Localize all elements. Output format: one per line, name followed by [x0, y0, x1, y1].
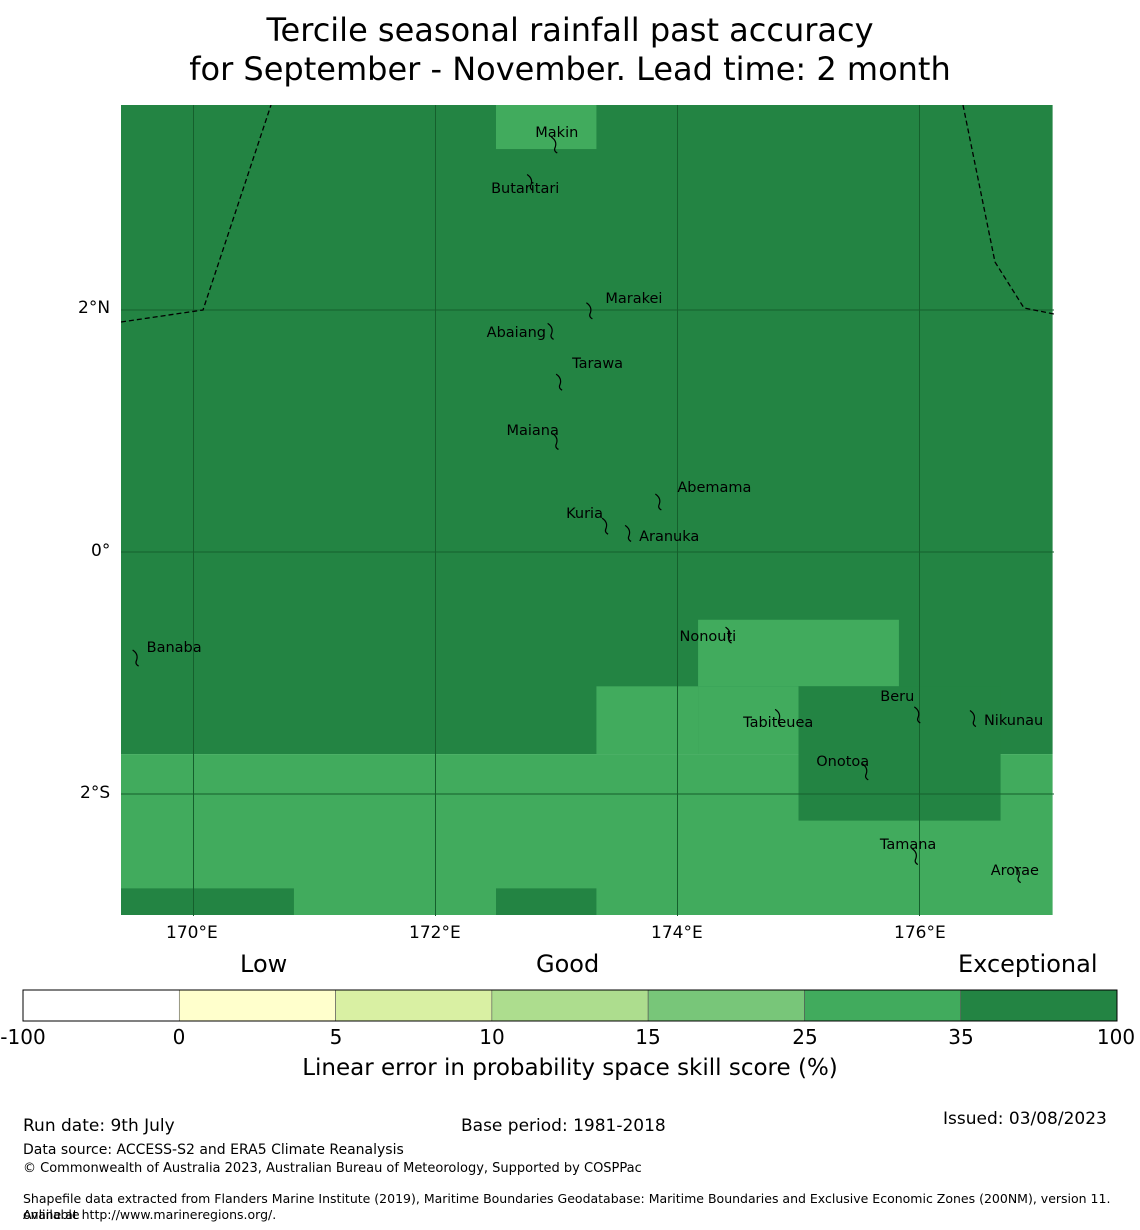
data-source: Data source: ACCESS-S2 and ERA5 Climate … [23, 1142, 404, 1158]
colorbar-segment [960, 989, 1118, 1022]
island-label: Nonouti [679, 629, 737, 646]
colorbar [22, 989, 1118, 1022]
island-outline [655, 493, 662, 511]
run-date: Run date: 9th July [23, 1116, 175, 1136]
island-outline [861, 763, 869, 781]
colorbar-label-good: Good [536, 950, 600, 978]
island-label: Abaiang [486, 325, 546, 342]
lat-label-0: 0° [91, 541, 111, 561]
skill-cell [596, 686, 699, 755]
island-outline [586, 302, 593, 320]
island-label: Butaritari [491, 180, 560, 197]
skill-cell [496, 105, 597, 150]
island-label: Tarawa [572, 356, 624, 373]
colorbar-tick: 15 [635, 1025, 661, 1049]
island-label: Makin [535, 125, 579, 142]
lat-label-2s: 2°S [80, 783, 111, 803]
island-outline [601, 517, 609, 535]
colorbar-label-low: Low [240, 950, 288, 978]
colorbar-segment [178, 989, 336, 1022]
island-label: Abemama [677, 479, 752, 496]
lon-label-176e: 176°E [894, 923, 946, 943]
island-label: Maiana [506, 423, 559, 440]
colorbar-tick: 35 [948, 1025, 974, 1049]
colorbar-segment [804, 989, 962, 1022]
shapefile-credit-line2: online at http://www.marineregions.org/. [23, 1207, 277, 1222]
skill-cell [121, 105, 1053, 755]
island-outline [913, 706, 921, 724]
issued-date: Issued: 03/08/2023 [943, 1109, 1107, 1129]
colorbar-segment [22, 989, 180, 1022]
colorbar-tick: 5 [329, 1025, 343, 1049]
colorbar-tick: 100 [1096, 1025, 1136, 1049]
colorbar-segment [491, 989, 649, 1022]
skill-cell [698, 686, 799, 755]
skill-cell [698, 619, 899, 687]
colorbar-tick: -100 [0, 1025, 46, 1049]
island-label: Tamana [879, 836, 937, 853]
island-outlines [132, 136, 1022, 884]
colorbar-tick: 0 [172, 1025, 186, 1049]
island-label: Arorae [990, 862, 1039, 879]
island-outline [969, 710, 977, 728]
island-outline [774, 708, 782, 726]
colorbar-frame [22, 989, 1118, 1022]
lon-label-172e: 172°E [409, 923, 461, 943]
colorbar-tick: 25 [792, 1025, 818, 1049]
island-outline [132, 649, 139, 667]
graticule [121, 105, 1054, 916]
lon-label-170e: 170°E [166, 923, 218, 943]
colorbar-segment [335, 989, 493, 1022]
colorbar-tick: 10 [479, 1025, 505, 1049]
skill-cell [798, 686, 1001, 821]
colorbar-segment [647, 989, 805, 1022]
island-outline [725, 626, 732, 644]
lon-label-174e: 174°E [651, 923, 703, 943]
island-outline [624, 524, 632, 542]
island-label: Marakei [605, 290, 663, 307]
chart-title-line2: for September - November. Lead time: 2 m… [189, 50, 951, 88]
island-label: Onotoa [816, 753, 870, 770]
island-label: Nikunau [983, 712, 1044, 729]
base-period: Base period: 1981-2018 [461, 1116, 666, 1136]
island-outline [911, 848, 919, 866]
skill-grid [121, 105, 1053, 915]
shapefile-credit-line1: Shapefile data extracted from Flanders M… [23, 1191, 1111, 1222]
island-outline [550, 136, 558, 154]
colorbar-title: Linear error in probability space skill … [302, 1055, 838, 1081]
island-outline [547, 322, 554, 340]
island-label: Banaba [146, 640, 202, 657]
skill-cell [496, 888, 597, 915]
island-label: Tabiteuea [743, 715, 814, 732]
island-label: Aranuka [639, 529, 700, 546]
island-outline [552, 432, 559, 451]
skill-cell [121, 888, 294, 915]
maritime-boundaries [121, 105, 1054, 323]
lat-label-2n: 2°N [78, 298, 111, 318]
eez-boundary-east [962, 105, 1054, 315]
island-outline [555, 373, 563, 391]
island-outline [526, 174, 534, 192]
copyright-notice: © Commonwealth of Australia 2023, Austra… [23, 1161, 642, 1176]
island-label: Kuria [566, 506, 603, 523]
island-label: Beru [880, 688, 915, 705]
island-outline [1014, 866, 1022, 884]
eez-boundary-west [121, 105, 272, 323]
colorbar-label-exceptional: Exceptional [958, 950, 1098, 978]
chart-title-line1: Tercile seasonal rainfall past accuracy [266, 11, 874, 49]
